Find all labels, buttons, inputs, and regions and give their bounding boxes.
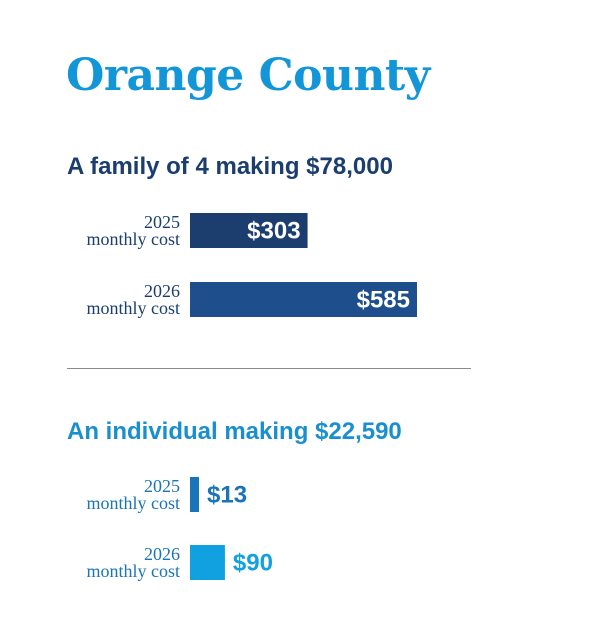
individual-2025-label: 2025 monthly cost xyxy=(0,476,181,513)
section-divider xyxy=(67,368,471,369)
individual-2025-caption: monthly cost xyxy=(86,493,181,513)
individual-2026-caption: monthly cost xyxy=(86,561,181,581)
family-2025-year: 2025 xyxy=(144,212,180,232)
family-2026-caption: monthly cost xyxy=(86,298,181,318)
individual-2026-label: 2026 monthly cost xyxy=(0,544,181,581)
family-2026-year: 2026 xyxy=(144,281,180,301)
individual-2025-value-label: $13 xyxy=(207,482,247,509)
individual-2025-bar xyxy=(190,477,199,512)
family-2026-label: 2026 monthly cost xyxy=(0,281,181,318)
individual-section-heading: An individual making $22,590 xyxy=(67,418,402,445)
family-2025-bar xyxy=(190,213,308,248)
family-2025-label: 2025 monthly cost xyxy=(0,212,181,249)
individual-2026-year: 2026 xyxy=(144,544,180,564)
family-section-heading: A family of 4 making $78,000 xyxy=(67,153,393,180)
family-2026-bar xyxy=(190,282,417,317)
individual-2025-year: 2025 xyxy=(144,476,180,496)
family-2026-value-label: $585 xyxy=(357,287,410,314)
chart-title: Orange County xyxy=(66,50,430,101)
individual-2026-bar xyxy=(190,545,225,580)
individual-2026-value-label: $90 xyxy=(233,550,273,577)
family-2025-caption: monthly cost xyxy=(86,229,181,249)
family-2025-value-label: $303 xyxy=(247,218,300,245)
